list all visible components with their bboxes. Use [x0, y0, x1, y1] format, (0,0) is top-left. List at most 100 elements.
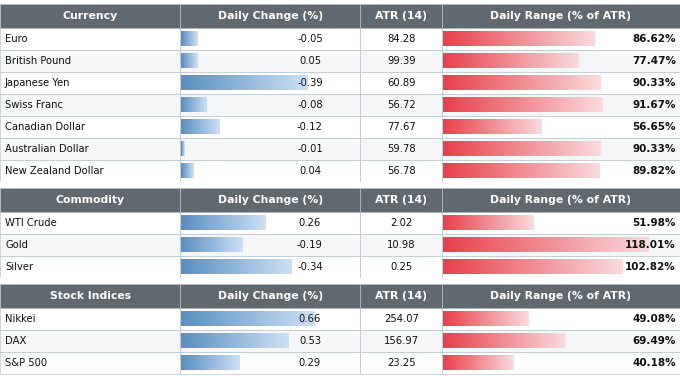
- Text: Daily Change (%): Daily Change (%): [218, 291, 323, 301]
- Bar: [180, 138, 360, 160]
- Bar: [0, 234, 180, 256]
- Text: Daily Range (% of ATR): Daily Range (% of ATR): [490, 291, 632, 301]
- Text: 56.72: 56.72: [387, 100, 415, 110]
- Bar: [442, 284, 680, 308]
- Text: 60.89: 60.89: [387, 78, 415, 88]
- Bar: [442, 138, 680, 160]
- Text: -0.34: -0.34: [297, 262, 323, 272]
- Text: 99.39: 99.39: [387, 56, 415, 66]
- Bar: [360, 50, 442, 72]
- Text: 77.67: 77.67: [387, 122, 415, 132]
- Bar: [360, 352, 442, 374]
- Text: ATR (14): ATR (14): [375, 291, 427, 301]
- Text: DAX: DAX: [5, 336, 27, 346]
- Text: -0.08: -0.08: [297, 100, 323, 110]
- Text: -0.05: -0.05: [297, 34, 323, 44]
- Text: 23.25: 23.25: [387, 358, 415, 368]
- Text: 89.82%: 89.82%: [632, 166, 676, 176]
- Text: 118.01%: 118.01%: [625, 240, 676, 250]
- Text: 90.33%: 90.33%: [632, 144, 676, 154]
- Text: 0.29: 0.29: [299, 358, 321, 368]
- Bar: [180, 308, 360, 330]
- Bar: [442, 330, 680, 352]
- Bar: [180, 256, 360, 278]
- Bar: [180, 50, 360, 72]
- Text: 91.67%: 91.67%: [632, 100, 676, 110]
- Bar: [0, 94, 180, 116]
- Bar: [442, 28, 680, 50]
- Text: 59.78: 59.78: [387, 144, 415, 154]
- Text: Nikkei: Nikkei: [5, 314, 35, 324]
- Bar: [180, 330, 360, 352]
- Text: Silver: Silver: [5, 262, 33, 272]
- Bar: [442, 234, 680, 256]
- Bar: [360, 188, 442, 212]
- Text: 0.05: 0.05: [299, 56, 321, 66]
- Text: 77.47%: 77.47%: [632, 56, 676, 66]
- Text: -0.01: -0.01: [297, 144, 323, 154]
- Bar: [0, 352, 180, 374]
- Bar: [0, 212, 180, 234]
- Bar: [0, 330, 180, 352]
- Text: 84.28: 84.28: [387, 34, 415, 44]
- Text: 10.98: 10.98: [387, 240, 415, 250]
- Bar: [0, 188, 180, 212]
- Bar: [360, 116, 442, 138]
- Text: Daily Change (%): Daily Change (%): [218, 11, 323, 21]
- Text: 69.49%: 69.49%: [632, 336, 676, 346]
- Text: 0.26: 0.26: [299, 218, 321, 228]
- Text: Swiss Franc: Swiss Franc: [5, 100, 63, 110]
- Text: Daily Range (% of ATR): Daily Range (% of ATR): [490, 11, 632, 21]
- Text: 90.33%: 90.33%: [632, 78, 676, 88]
- Bar: [0, 160, 180, 182]
- Bar: [180, 72, 360, 94]
- Text: Daily Change (%): Daily Change (%): [218, 195, 323, 205]
- Bar: [180, 188, 360, 212]
- Bar: [0, 116, 180, 138]
- Text: Euro: Euro: [5, 34, 27, 44]
- Bar: [360, 160, 442, 182]
- Bar: [442, 188, 680, 212]
- Bar: [180, 352, 360, 374]
- Bar: [442, 308, 680, 330]
- Bar: [0, 50, 180, 72]
- Bar: [0, 138, 180, 160]
- Bar: [360, 330, 442, 352]
- Bar: [360, 256, 442, 278]
- Bar: [0, 28, 180, 50]
- Text: -0.19: -0.19: [297, 240, 323, 250]
- Bar: [360, 212, 442, 234]
- Bar: [0, 278, 680, 284]
- Text: 40.18%: 40.18%: [632, 358, 676, 368]
- Text: 156.97: 156.97: [384, 336, 419, 346]
- Bar: [0, 284, 180, 308]
- Bar: [360, 234, 442, 256]
- Text: 0.53: 0.53: [299, 336, 321, 346]
- Bar: [360, 284, 442, 308]
- Text: WTI Crude: WTI Crude: [5, 218, 56, 228]
- Bar: [180, 160, 360, 182]
- Text: Commodity: Commodity: [56, 195, 124, 205]
- Bar: [442, 256, 680, 278]
- Bar: [180, 94, 360, 116]
- Text: 0.25: 0.25: [390, 262, 412, 272]
- Text: 56.65%: 56.65%: [632, 122, 676, 132]
- Bar: [360, 72, 442, 94]
- Bar: [442, 72, 680, 94]
- Text: 0.04: 0.04: [299, 166, 321, 176]
- Bar: [442, 50, 680, 72]
- Bar: [442, 212, 680, 234]
- Text: Japanese Yen: Japanese Yen: [5, 78, 71, 88]
- Text: Australian Dollar: Australian Dollar: [5, 144, 89, 154]
- Text: 102.82%: 102.82%: [625, 262, 676, 272]
- Bar: [180, 116, 360, 138]
- Bar: [0, 4, 180, 28]
- Text: Stock Indices: Stock Indices: [50, 291, 131, 301]
- Text: -0.12: -0.12: [297, 122, 323, 132]
- Text: 49.08%: 49.08%: [632, 314, 676, 324]
- Text: Currency: Currency: [63, 11, 118, 21]
- Text: ATR (14): ATR (14): [375, 195, 427, 205]
- Bar: [442, 116, 680, 138]
- Text: 51.98%: 51.98%: [632, 218, 676, 228]
- Bar: [180, 212, 360, 234]
